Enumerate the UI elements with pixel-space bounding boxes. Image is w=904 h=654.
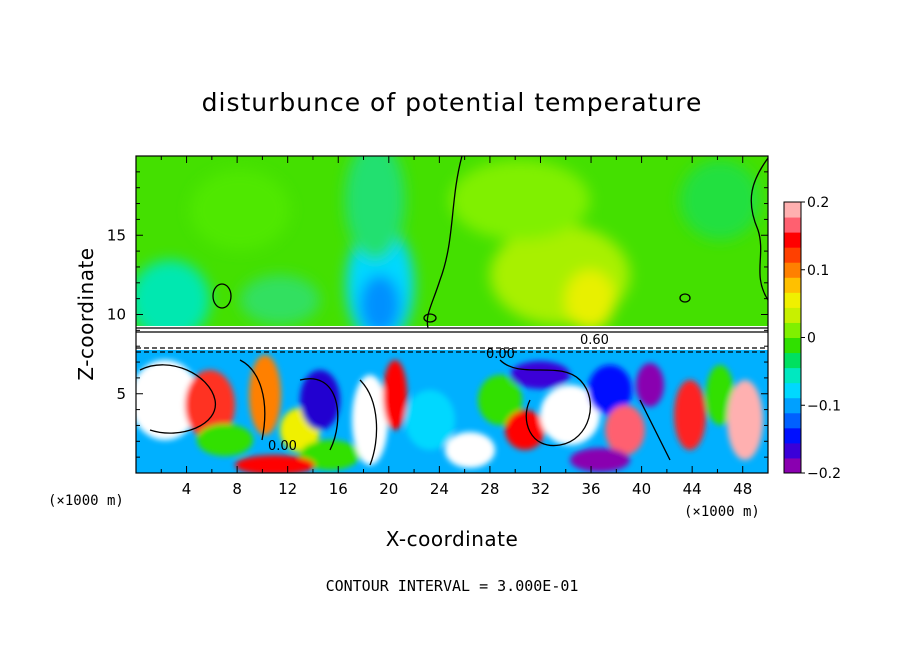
x-tick-label: 48 (733, 480, 752, 498)
contour-interval-note: CONTOUR INTERVAL = 3.000E-01 (326, 577, 579, 595)
x-axis-label: X-coordinate (386, 527, 519, 551)
plot-area (136, 156, 768, 473)
y-tick-label: 5 (116, 385, 126, 403)
x-unit-label-left: (×1000 m) (48, 493, 124, 509)
upper-layer-shading (136, 156, 760, 345)
colorbar-swatch (784, 262, 801, 278)
colorbar-swatch (784, 247, 801, 263)
colorbar-swatch (784, 397, 801, 414)
colorbar-swatch (784, 322, 801, 338)
boundary-band (136, 326, 768, 350)
x-tick-label: 16 (329, 480, 348, 498)
x-tick-label: 44 (683, 480, 702, 498)
colorbar-tick-label: −0.2 (807, 466, 841, 482)
colorbar-swatch (784, 292, 801, 308)
x-tick-label: 8 (232, 480, 242, 498)
x-tick-label: 4 (182, 480, 192, 498)
colorbar-swatch (784, 412, 801, 429)
x-tick-label: 28 (480, 480, 499, 498)
x-tick-label: 24 (430, 480, 449, 498)
colorbar-tick-label: 0.2 (807, 195, 829, 211)
x-axis: 4 8 12 16 20 24 28 32 36 40 44 48 (160, 156, 752, 498)
x-tick-label: 20 (379, 480, 398, 498)
colorbar-swatch (784, 457, 801, 474)
y-axis-label: Z-coordinate (74, 247, 98, 380)
chart-title: disturbunce of potential temperature (202, 88, 703, 117)
colorbar-swatch (784, 337, 801, 354)
x-tick-label: 40 (632, 480, 651, 498)
contour-label: 0.60 (580, 333, 609, 348)
colorbar-swatch (784, 232, 801, 248)
x-tick-label: 32 (531, 480, 550, 498)
colorbar-tick-label: 0 (807, 331, 816, 347)
colorbar-swatch (784, 307, 801, 323)
colorbar-swatch (784, 382, 801, 399)
x-tick-label: 36 (581, 480, 600, 498)
colorbar-swatch (784, 217, 801, 233)
contour-lines (136, 156, 768, 466)
contour-label: 0.00 (268, 439, 297, 454)
x-unit-label-right: (×1000 m) (684, 504, 760, 520)
contour-label: 0.00 (486, 347, 515, 362)
lower-layer-shading (136, 355, 763, 473)
colorbar-swatch (784, 277, 801, 293)
colorbar-swatch (784, 367, 801, 384)
y-tick-label: 10 (107, 306, 126, 324)
y-axis: 5 10 15 (107, 171, 768, 458)
colorbar-swatch (784, 202, 801, 218)
colorbar-swatch (784, 442, 801, 459)
colorbar-swatch (784, 352, 801, 369)
y-tick-label: 15 (107, 226, 126, 244)
colorbar-tick-label: 0.1 (807, 263, 829, 279)
colorbar-swatch (784, 427, 801, 444)
colorbar-tick-label: −0.1 (807, 398, 841, 414)
colorbar: 0.2 0.1 0 −0.1 −0.2 (783, 195, 841, 482)
x-tick-label: 12 (278, 480, 297, 498)
